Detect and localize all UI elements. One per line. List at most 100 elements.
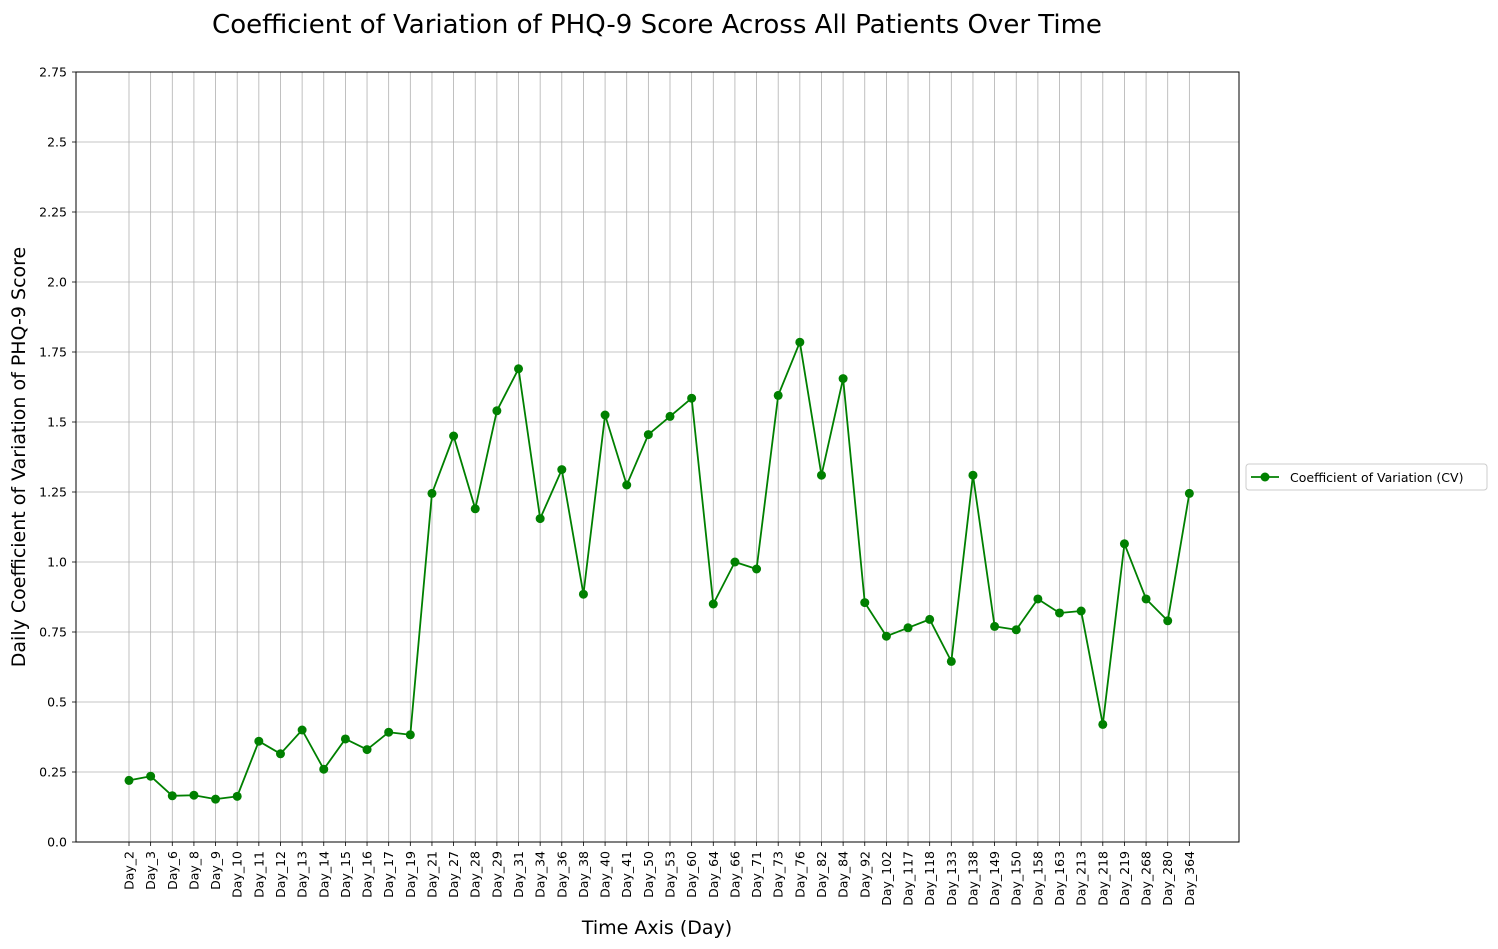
x-tick-label: Day_138 bbox=[965, 851, 980, 906]
legend-dot-marker bbox=[1260, 472, 1270, 482]
y-tick-label: 2.5 bbox=[47, 135, 67, 150]
data-point-day-64 bbox=[708, 599, 718, 609]
x-tick-label: Day_218 bbox=[1095, 851, 1110, 906]
y-tick-label: 0.75 bbox=[39, 625, 67, 640]
data-point-day-84 bbox=[838, 374, 848, 384]
series-line bbox=[128, 341, 1191, 801]
x-tick-label: Day_31 bbox=[511, 851, 526, 898]
x-tick-label: Day_2 bbox=[122, 851, 137, 890]
x-tick-label: Day_133 bbox=[944, 851, 959, 906]
x-tick-label: Day_41 bbox=[619, 851, 634, 898]
x-tick-label: Day_84 bbox=[836, 851, 851, 898]
x-tick-label: Day_27 bbox=[446, 851, 461, 898]
legend-label: Coefficient of Variation (CV) bbox=[1290, 470, 1463, 485]
data-point-day-3 bbox=[146, 771, 156, 781]
data-point-day-38 bbox=[578, 589, 588, 599]
data-point-day-17 bbox=[384, 727, 394, 737]
data-point-day-8 bbox=[189, 790, 199, 800]
data-point-day-19 bbox=[405, 730, 415, 740]
x-tick-label: Day_3 bbox=[143, 851, 158, 890]
x-tick-label: Day_163 bbox=[1052, 851, 1067, 906]
data-point-day-66 bbox=[730, 557, 740, 567]
y-tick-label: 1.75 bbox=[39, 345, 67, 360]
x-tick-label: Day_82 bbox=[814, 851, 829, 898]
data-point-day-138 bbox=[968, 470, 978, 480]
x-tick-label: Day_29 bbox=[489, 851, 504, 898]
x-axis-ticks: Day_2 Day_3 Day_6 Day_8 Day_9 Day_10 Day_11 Day… bbox=[122, 842, 1197, 906]
x-tick-label: Day_150 bbox=[1009, 851, 1024, 906]
x-tick-label: Day_102 bbox=[879, 851, 894, 906]
x-tick-label: Day_38 bbox=[576, 851, 591, 898]
data-point-day-9 bbox=[211, 794, 221, 804]
grid bbox=[76, 71, 1239, 843]
data-point-day-31 bbox=[514, 364, 524, 374]
y-tick-label: 1.5 bbox=[47, 415, 67, 430]
x-tick-label: Day_268 bbox=[1139, 851, 1154, 906]
data-point-day-40 bbox=[600, 410, 610, 420]
series-cv bbox=[124, 337, 1194, 804]
data-point-day-60 bbox=[687, 393, 697, 403]
x-tick-label: Day_14 bbox=[316, 851, 331, 898]
x-tick-label: Day_149 bbox=[987, 851, 1002, 906]
x-tick-label: Day_64 bbox=[706, 851, 721, 898]
data-point-day-117 bbox=[903, 623, 913, 633]
data-point-day-76 bbox=[795, 337, 805, 347]
y-tick-label: 0.5 bbox=[47, 695, 67, 710]
data-point-day-163 bbox=[1055, 608, 1065, 618]
x-tick-label: Day_21 bbox=[424, 851, 439, 898]
data-point-day-50 bbox=[643, 430, 653, 440]
data-point-day-16 bbox=[362, 745, 372, 755]
legend: Coefficient of Variation (CV) bbox=[1245, 463, 1488, 491]
x-tick-label: Day_11 bbox=[251, 851, 266, 898]
data-point-day-133 bbox=[946, 656, 956, 666]
x-tick-label: Day_71 bbox=[749, 851, 764, 898]
data-point-day-73 bbox=[773, 390, 783, 400]
y-tick-label: 2.0 bbox=[47, 275, 67, 290]
data-point-day-118 bbox=[925, 614, 935, 624]
x-tick-label: Day_17 bbox=[381, 851, 396, 898]
data-point-day-280 bbox=[1163, 616, 1173, 626]
x-tick-label: Day_50 bbox=[641, 851, 656, 898]
x-tick-label: Day_28 bbox=[468, 851, 483, 898]
x-tick-label: Day_280 bbox=[1160, 851, 1175, 906]
y-axis-ticks: 0.0 0.25 0.5 0.75 1.0 1.25 1.5 1.75 2.0 2.25 2.5 2.… bbox=[39, 65, 76, 850]
data-point-day-92 bbox=[860, 598, 870, 608]
x-tick-label: Day_219 bbox=[1117, 851, 1132, 906]
data-point-day-2 bbox=[124, 775, 134, 785]
data-point-day-10 bbox=[232, 791, 242, 801]
data-point-day-36 bbox=[557, 465, 567, 475]
data-point-day-14 bbox=[319, 764, 329, 774]
x-tick-label: Day_12 bbox=[273, 851, 288, 898]
data-point-day-21 bbox=[427, 488, 437, 498]
data-point-day-34 bbox=[535, 514, 545, 524]
y-tick-label: 0.25 bbox=[39, 765, 67, 780]
data-point-day-71 bbox=[752, 564, 762, 574]
data-point-day-213 bbox=[1076, 606, 1086, 616]
data-point-day-218 bbox=[1098, 719, 1108, 729]
data-point-day-15 bbox=[340, 734, 350, 744]
data-point-day-53 bbox=[665, 411, 675, 421]
x-tick-label: Day_9 bbox=[208, 851, 223, 890]
chart-title: Coefficient of Variation of PHQ-9 Score … bbox=[212, 10, 1102, 40]
x-tick-label: Day_53 bbox=[663, 851, 678, 898]
y-tick-label: 2.25 bbox=[39, 205, 67, 220]
x-tick-label: Day_364 bbox=[1182, 851, 1197, 906]
data-point-day-219 bbox=[1119, 539, 1129, 549]
x-tick-label: Day_16 bbox=[360, 851, 375, 898]
data-point-day-268 bbox=[1141, 594, 1151, 604]
data-point-day-6 bbox=[167, 791, 177, 801]
x-tick-label: Day_19 bbox=[403, 851, 418, 898]
x-tick-label: Day_92 bbox=[857, 851, 872, 898]
data-point-day-150 bbox=[1011, 625, 1021, 635]
x-tick-label: Day_8 bbox=[186, 851, 201, 890]
x-tick-label: Day_117 bbox=[901, 851, 916, 906]
x-axis-label: Time Axis (Day) bbox=[581, 917, 732, 939]
data-point-day-27 bbox=[449, 431, 459, 441]
plot-frame bbox=[75, 71, 1240, 843]
y-tick-label: 1.0 bbox=[47, 555, 67, 570]
x-tick-label: Day_13 bbox=[295, 851, 310, 898]
data-point-day-149 bbox=[990, 621, 1000, 631]
data-point-day-29 bbox=[492, 406, 502, 416]
x-tick-label: Day_40 bbox=[598, 851, 613, 898]
